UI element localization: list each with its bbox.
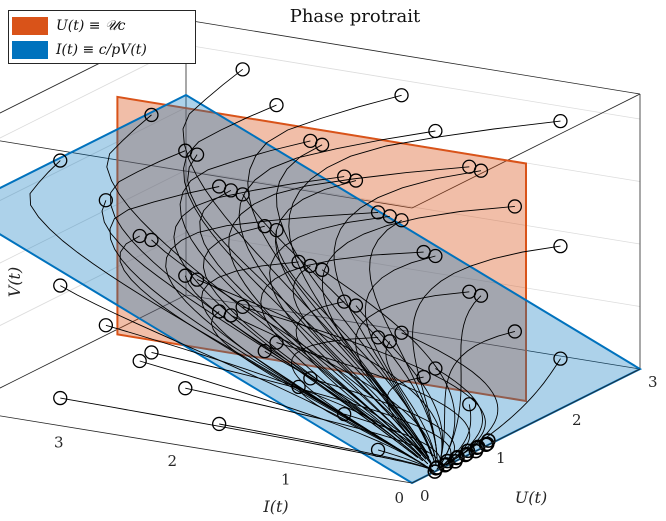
u-tick-label: 2 [572, 411, 582, 429]
legend-swatch-orange [12, 17, 48, 35]
trajectory-start-marker [473, 288, 489, 303]
i-tick-label: 3 [54, 434, 64, 452]
trajectory-start-marker [53, 390, 68, 406]
grid-line [0, 44, 187, 139]
trajectory-start-marker [269, 335, 284, 350]
trajectory-start-marker [428, 361, 443, 376]
i-axis-line [0, 415, 413, 484]
u-tick-label: 0 [420, 487, 430, 505]
legend-label-u-plane: U(t) ≡ 𝒰c [56, 18, 126, 34]
grid-line [185, 44, 641, 120]
legend-item-u-plane: U(t) ≡ 𝒰c [12, 15, 125, 37]
trajectory-start-marker [132, 353, 147, 369]
trajectory-line [187, 154, 430, 458]
trajectory-start-marker [235, 299, 250, 315]
trajectory-start-marker [507, 199, 522, 214]
sink-marker [460, 443, 476, 459]
grid-line [0, 232, 187, 326]
u-tick-label: 3 [648, 373, 658, 391]
grid-line [0, 169, 187, 264]
trajectory-start-marker [337, 406, 352, 422]
tick-labels: 00.511.52012340123 [54, 373, 658, 507]
trajectory-start-marker [462, 397, 477, 412]
trajectory-start-marker [98, 318, 113, 333]
trajectory-line [106, 114, 422, 457]
trajectory-line [184, 275, 429, 465]
trajectory-line [139, 360, 431, 469]
trajectory-line [276, 144, 433, 457]
trajectory-start-marker [269, 97, 284, 113]
trajectory-start-marker [144, 107, 159, 123]
sink-marker [440, 453, 455, 469]
trajectory-line [151, 239, 432, 463]
trajectory-start-marker [473, 163, 489, 178]
u-axis-title: U(t) [515, 488, 547, 507]
trajectory-start-marker [553, 238, 568, 254]
trajectory-line [182, 68, 428, 454]
trajectory-start-marker [394, 88, 409, 103]
legend-swatch-blue [12, 41, 48, 59]
trajectory-start-marker [314, 137, 330, 152]
trajectory-start-marker [394, 325, 409, 340]
legend-item-i-plane: I(t) ≡ c/pV(t) [12, 39, 147, 61]
trajectory-start-marker [178, 381, 193, 396]
trajectory-start-marker [303, 371, 318, 386]
i-tick-label: 0 [394, 489, 404, 507]
trajectory-start-marker [553, 351, 568, 366]
i-tick-label: 2 [167, 452, 177, 470]
trajectory-line [101, 200, 424, 462]
grid-line [0, 107, 187, 201]
trajectory-start-marker [189, 272, 205, 287]
box-edge [0, 140, 413, 209]
legend: U(t) ≡ 𝒰c I(t) ≡ c/pV(t) [8, 10, 196, 64]
front-axes [0, 368, 641, 484]
box-edge [411, 93, 641, 209]
trajectory-line [60, 397, 435, 472]
trajectory-start-marker [223, 308, 239, 323]
trajectory-start-marker [382, 334, 397, 349]
trajectory-start-marker [428, 248, 443, 264]
trajectory-start-marker [235, 62, 250, 77]
grid-line [185, 232, 641, 307]
trajectory-start-marker [553, 114, 568, 129]
z-axis-title: V(t) [5, 267, 24, 297]
trajectory-start-marker [314, 262, 330, 277]
trajectory-start-marker [235, 187, 250, 202]
trajectory-line [242, 194, 438, 460]
trajectory-start-marker [189, 147, 205, 162]
i-tick-label: 1 [281, 471, 291, 489]
trajectory-start-marker [53, 278, 68, 293]
trajectory-start-marker [348, 173, 364, 188]
grid-line [185, 169, 641, 245]
trajectory-start-marker [507, 324, 522, 339]
trajectory-line [29, 160, 415, 460]
chart-title: Phase protrait [290, 6, 421, 27]
trajectory-start-marker [53, 153, 68, 168]
trajectory-start-marker [211, 416, 227, 432]
trajectory-line [60, 285, 425, 466]
box-edge [0, 294, 187, 389]
trajectory-start-marker [348, 298, 364, 313]
trajectory-start-marker [144, 345, 159, 360]
i-axis-title: I(t) [262, 497, 288, 516]
trajectory-start-marker [144, 232, 159, 248]
box-edge [185, 19, 641, 95]
sink-marker [481, 433, 496, 448]
u-tick-label: 1 [496, 449, 506, 467]
trajectory-line [199, 190, 427, 460]
trajectory-start-marker [98, 193, 113, 208]
trajectories [29, 62, 568, 479]
trajectory-line [183, 104, 425, 455]
legend-label-i-plane: I(t) ≡ c/pV(t) [56, 42, 147, 58]
trajectory-start-marker [394, 213, 409, 228]
u-axis-line [411, 368, 641, 484]
trajectory-line [321, 269, 456, 463]
